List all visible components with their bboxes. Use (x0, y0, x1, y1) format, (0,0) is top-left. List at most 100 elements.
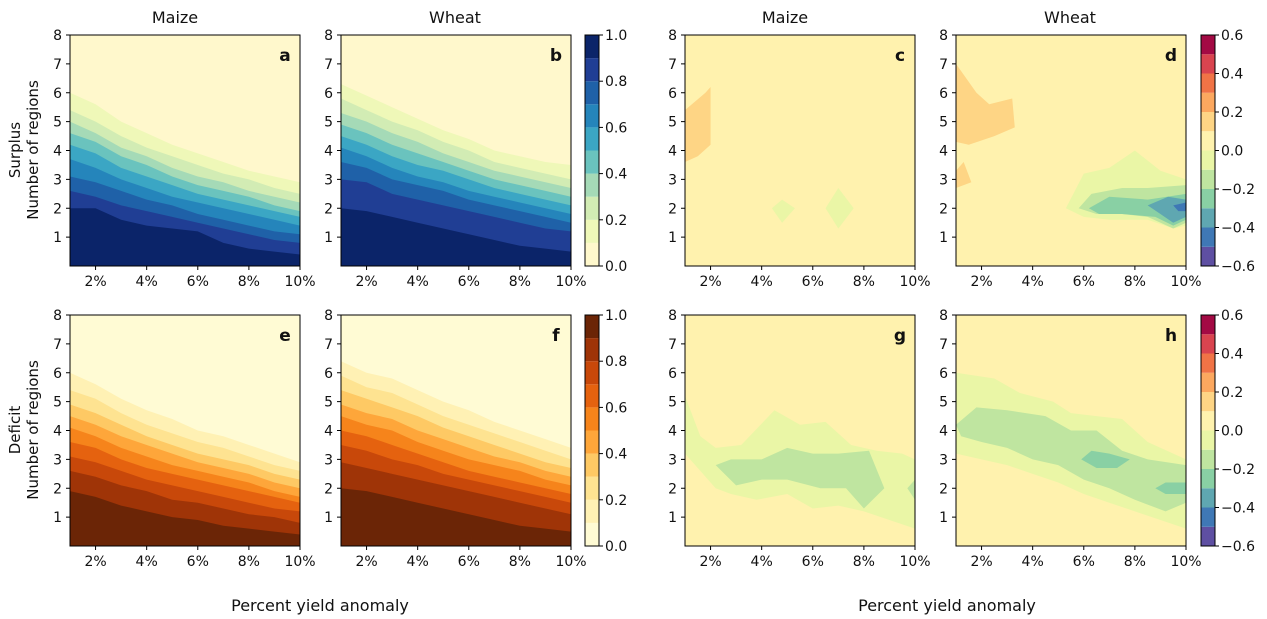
cb-bottom-right: −0.6 −0.4 −0.2 0.0 0.2 0.4 0.6 (1200, 308, 1255, 555)
colorbar-segment (1201, 488, 1215, 508)
colorbar-segment (1201, 449, 1215, 469)
colorbar-segment (585, 430, 599, 454)
x-axis-labels: Percent yield anomaly Percent yield anom… (231, 596, 1036, 615)
colorbar-segment (1201, 54, 1215, 74)
y-tick-label: 7 (668, 337, 677, 353)
contour-region (685, 86, 711, 163)
y-tick-label: 2 (939, 201, 948, 217)
panel-letter: e (279, 326, 291, 346)
contour-region (1155, 482, 1186, 495)
colorbar-segment (585, 219, 599, 243)
panel-letter: f (552, 326, 560, 346)
y-tick-label: 1 (668, 230, 677, 246)
y-tick-label: 5 (53, 395, 62, 411)
y-tick-label: 5 (939, 395, 948, 411)
x-tick-label: 2% (970, 554, 992, 570)
colorbar-segment (585, 196, 599, 220)
y-tick-label: 4 (939, 424, 948, 440)
plot-area (341, 35, 571, 266)
y-tick-label: 3 (53, 452, 62, 468)
x-tick-label: 10% (899, 274, 930, 290)
colorbar-segment (1201, 227, 1215, 247)
x-tick-label: 4% (136, 274, 158, 290)
y-tick-label: 3 (939, 172, 948, 188)
x-tick-label: 4% (136, 554, 158, 570)
y-tick-label: 7 (939, 57, 948, 73)
colorbar-segment (585, 173, 599, 197)
x-tick-label: 2% (355, 554, 377, 570)
x-tick-label: 8% (509, 274, 531, 290)
panels: 2% 4% 6% 8% 10% 1 2 3 4 5 6 7 8 a 2% 4% 6% 8% 10% 1 2 3 4 5 6 7 8 b… (53, 28, 1201, 570)
colorbar-tick-label: −0.2 (1221, 182, 1255, 198)
y-tick-label: 7 (939, 337, 948, 353)
x-tick-label: 8% (853, 274, 875, 290)
x-tick-label: 2% (970, 274, 992, 290)
col-title-maize-left: Maize (152, 8, 198, 27)
y-tick-label: 6 (324, 86, 333, 102)
contour-region (956, 407, 1186, 512)
y-tick-label: 2 (668, 481, 677, 497)
contour-region (956, 63, 1015, 145)
colorbar-tick-label: −0.6 (1221, 259, 1255, 275)
panel-d: 2% 4% 6% 8% 10% 1 2 3 4 5 6 7 8 d (939, 28, 1201, 290)
x-tick-label: 4% (751, 554, 773, 570)
colorbar-tick-label: 1.0 (605, 308, 627, 324)
y-tick-label: 1 (53, 230, 62, 246)
plot-area (685, 35, 915, 266)
colorbar-segment (585, 127, 599, 151)
x-tick-label: 10% (1170, 274, 1201, 290)
y-tick-label: 1 (668, 510, 677, 526)
contour-region (715, 447, 885, 509)
x-tick-label: 6% (1073, 274, 1095, 290)
x-tick-label: 8% (1124, 274, 1146, 290)
y-tick-label: 2 (324, 481, 333, 497)
y-tick-label: 7 (53, 337, 62, 353)
colorbar-segment (585, 315, 599, 339)
row-label-deficit-axis: Number of regions (24, 360, 42, 500)
colorbar-tick-label: 0.4 (605, 447, 627, 463)
contour-region (1081, 450, 1130, 469)
colorbar-tick-label: 0.0 (1221, 424, 1243, 440)
colorbar-tick-label: 0.0 (605, 539, 627, 555)
colorbar-segment (585, 35, 599, 59)
x-tick-label: 10% (899, 554, 930, 570)
y-tick-label: 3 (668, 452, 677, 468)
contour-region (1173, 202, 1186, 212)
colorbar-tick-label: −0.6 (1221, 539, 1255, 555)
panel-letter: h (1165, 326, 1177, 346)
y-tick-label: 6 (324, 366, 333, 382)
plot-area (70, 315, 300, 546)
x-tick-label: 8% (238, 274, 260, 290)
colorbar-tick-label: 0.0 (605, 259, 627, 275)
y-tick-label: 6 (53, 86, 62, 102)
contour-region (771, 199, 795, 223)
colorbar-segment (585, 338, 599, 362)
panel-b: 2% 4% 6% 8% 10% 1 2 3 4 5 6 7 8 b (324, 28, 586, 290)
y-tick-label: 5 (668, 395, 677, 411)
colorbar-segment (585, 242, 599, 266)
panel-f: 2% 4% 6% 8% 10% 1 2 3 4 5 6 7 8 f (324, 308, 586, 570)
y-tick-label: 1 (939, 230, 948, 246)
panel-letter: g (894, 326, 906, 346)
colorbar-segment (585, 476, 599, 500)
panel-e: 2% 4% 6% 8% 10% 1 2 3 4 5 6 7 8 e (53, 308, 315, 570)
colorbar-segment (1201, 35, 1215, 55)
colorbar-tick-label: 0.6 (1221, 28, 1243, 44)
colorbar-segment (1201, 315, 1215, 335)
colorbar-tick-label: 0.6 (605, 400, 627, 416)
colorbars: 0.00.20.40.60.81.0−0.6−0.4−0.20.00.20.40… (584, 28, 1255, 555)
colorbar-segment (1201, 507, 1215, 527)
colorbar-tick-label: 0.6 (605, 120, 627, 136)
x-tick-label: 4% (751, 274, 773, 290)
y-tick-label: 8 (324, 28, 333, 44)
colorbar-segment (1201, 169, 1215, 189)
colorbar-tick-label: 0.2 (605, 213, 627, 229)
col-title-wheat-left: Wheat (429, 8, 481, 27)
x-tick-label: 6% (802, 554, 824, 570)
x-tick-label: 10% (284, 274, 315, 290)
y-tick-label: 1 (939, 510, 948, 526)
y-tick-label: 3 (939, 452, 948, 468)
x-tick-label: 6% (802, 274, 824, 290)
y-tick-label: 1 (324, 230, 333, 246)
